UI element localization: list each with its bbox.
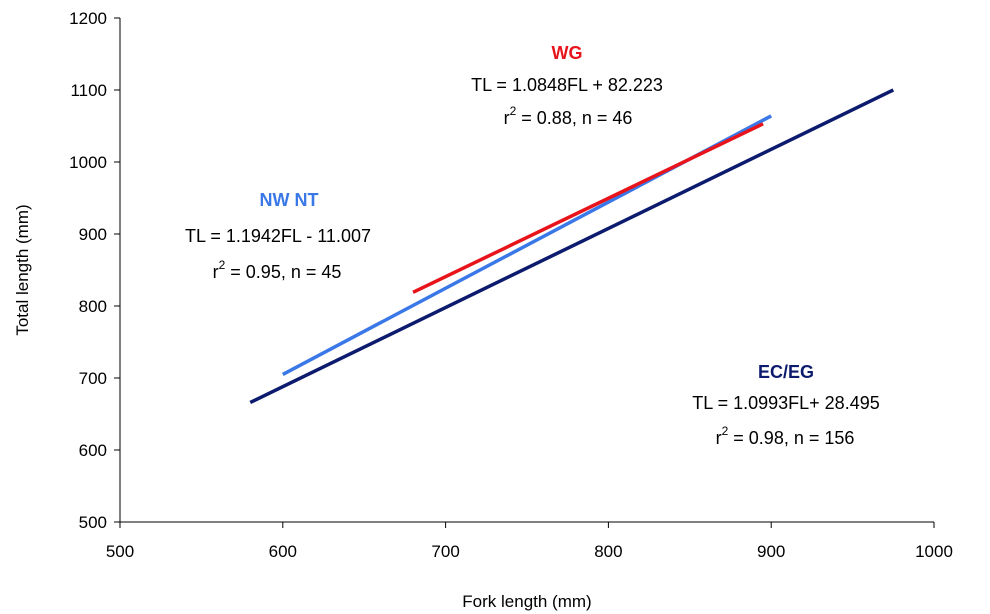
y-tick-label: 1100 [70,81,107,100]
eceg-annotation: EC/EG TL = 1.0993FL+ 28.495 r2 = 0.98, n… [692,362,879,448]
nwnt-equation: TL = 1.1942FL - 11.007 [185,226,371,246]
y-tick-label: 500 [79,513,107,532]
wg-annotation: WG TL = 1.0848FL + 82.223 r2 = 0.88, n =… [471,43,663,128]
wg-r2-sup: 2 [510,104,517,118]
nwnt-r2-var: r [213,262,219,282]
y-axis-title: Total length (mm) [13,204,32,335]
y-tick-label: 800 [79,297,107,316]
y-tick-label: 700 [79,369,107,388]
y-tick-label: 600 [79,441,107,460]
eceg-r2: r2 = 0.98, n = 156 [716,424,855,448]
wg-r2: r2 = 0.88, n = 46 [504,104,633,128]
eceg-series-name: EC/EG [758,362,814,382]
y-tick-label: 900 [79,225,107,244]
nwnt-r2-rest: = 0.95, n = 45 [225,262,341,282]
nwnt-annotation: NW NT TL = 1.1942FL - 11.007 r2 = 0.95, … [185,190,371,282]
nwnt-r2-sup: 2 [219,258,226,272]
wg-r2-var: r [504,108,510,128]
nwnt-series-name: NW NT [260,190,319,210]
y-tick-label: 1000 [69,153,107,172]
x-tick-label: 600 [269,542,297,561]
x-tick-label: 800 [594,542,622,561]
eceg-equation: TL = 1.0993FL+ 28.495 [692,393,879,413]
eceg-r2-sup: 2 [722,424,729,438]
nwnt-r2: r2 = 0.95, n = 45 [213,258,342,282]
x-tick-label: 700 [431,542,459,561]
series-line-ec-eg [249,88,895,405]
x-tick-label: 900 [757,542,785,561]
axes [119,18,934,523]
eceg-r2-var: r [716,428,722,448]
series-lines [249,88,895,405]
x-tick-label: 1000 [915,542,953,561]
wg-series-name: WG [552,43,583,63]
x-axis-title: Fork length (mm) [462,592,591,611]
y-tick-label: 1200 [69,9,107,28]
x-tick-label: 500 [106,542,134,561]
wg-equation: TL = 1.0848FL + 82.223 [471,75,663,95]
ticks: 500 600 700 800 900 1000 500 600 700 800 900 1000 11… [69,9,953,561]
wg-r2-rest: = 0.88, n = 46 [516,108,632,128]
eceg-r2-rest: = 0.98, n = 156 [728,428,854,448]
series-line-wg [412,122,764,294]
